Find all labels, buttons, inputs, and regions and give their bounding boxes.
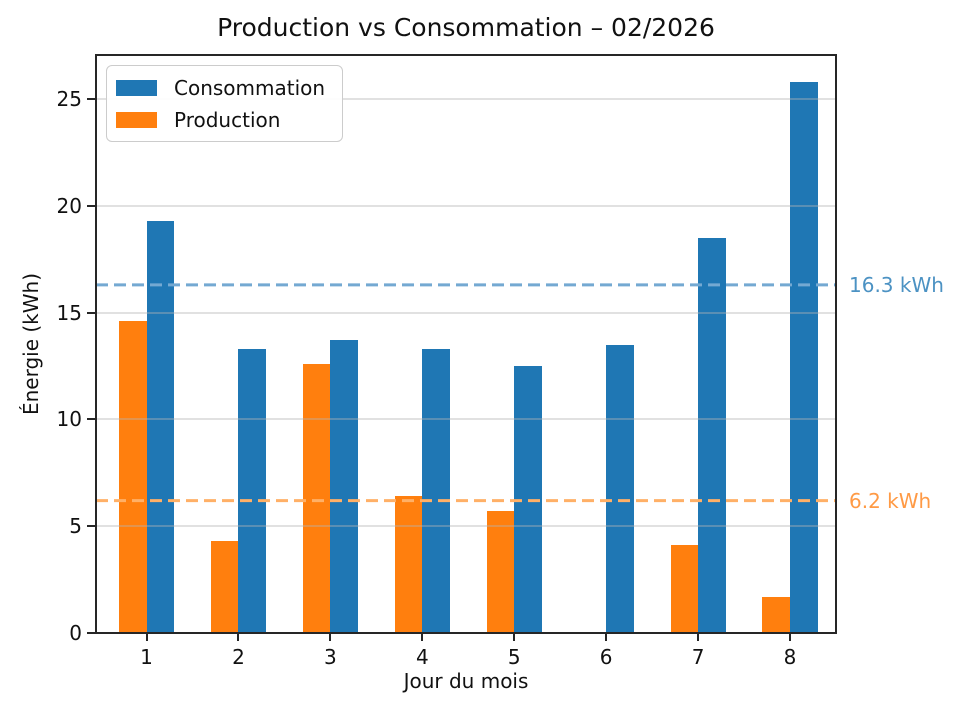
x-tick-label: 5 [507,645,521,669]
x-tick-mark [421,633,424,641]
y-tick-mark [87,418,95,421]
mean-lines-layer [96,55,836,633]
y-tick-mark [87,525,95,528]
y-axis-label: Énergie (kWh) [19,272,43,416]
x-tick-label: 4 [415,645,429,669]
bar-consommation-day-6 [606,344,634,633]
legend-swatch-consommation [116,79,157,96]
y-tick-mark [87,204,95,207]
y-tick-mark [87,632,95,634]
y-tick-mark [87,98,95,100]
x-tick-mark [329,633,332,641]
x-tick-label: 8 [783,645,797,669]
bar-production-day-7 [670,545,699,633]
y-tick-label: 25 [56,87,82,111]
mean-lines-svg [96,283,836,503]
bar-consommation-day-2 [238,348,267,633]
legend-label-production: Production [174,107,281,132]
legend-label-consommation: Consommation [174,75,326,100]
y-tick-label: 0 [69,621,82,645]
x-tick-mark [513,633,516,641]
legend-item-production: Production [116,106,325,133]
bar-production-day-5 [486,511,515,633]
plot-area: Consommation Production 0 5 10 15 20 25 1 2 3 4 5 6 7… [57,54,837,669]
bar-consommation-day-4 [422,348,450,633]
x-tick-label: 7 [691,645,705,669]
y-tick-label: 20 [56,193,82,218]
y-tick-mark [87,311,95,314]
bar-production-day-3 [302,363,331,633]
gridline-y-25 [96,98,836,100]
gridline-y-10 [96,418,836,421]
chart-title: Production vs Consommation – 02/2026 [217,13,715,42]
legend-item-consommation: Consommation [116,74,325,101]
x-tick-label: 6 [599,645,613,669]
mean-label-production: 6.2 kWh [849,488,932,513]
x-tick-mark [605,633,608,641]
x-tick-mark [237,633,240,641]
x-tick-mark [789,633,792,641]
gridline-y-15 [96,311,836,314]
gridline-y-20 [96,204,836,207]
bar-production-day-2 [210,541,239,633]
grid-layer [96,55,836,633]
bar-consommation-day-1 [146,220,175,633]
mean-label-consommation: 16.3 kWh [849,272,944,297]
y-tick-label: 5 [69,514,82,539]
y-tick-label: 15 [56,300,82,325]
x-axis-label: Jour du mois [403,669,529,693]
x-tick-label: 1 [140,645,153,669]
x-tick-label: 2 [232,645,245,669]
x-tick-label: 3 [324,645,337,669]
gridline-y-5 [96,525,836,528]
bar-consommation-day-7 [698,237,726,633]
bar-production-day-8 [762,596,791,633]
legend: Consommation Production [106,65,344,142]
x-tick-mark [145,633,148,641]
legend-swatch-production [116,111,157,128]
bar-production-day-4 [394,496,423,633]
y-tick-label: 10 [56,407,82,432]
bar-production-day-1 [118,321,147,633]
x-tick-mark [697,633,700,641]
bar-consommation-day-8 [790,81,818,633]
bar-consommation-day-3 [330,340,358,633]
